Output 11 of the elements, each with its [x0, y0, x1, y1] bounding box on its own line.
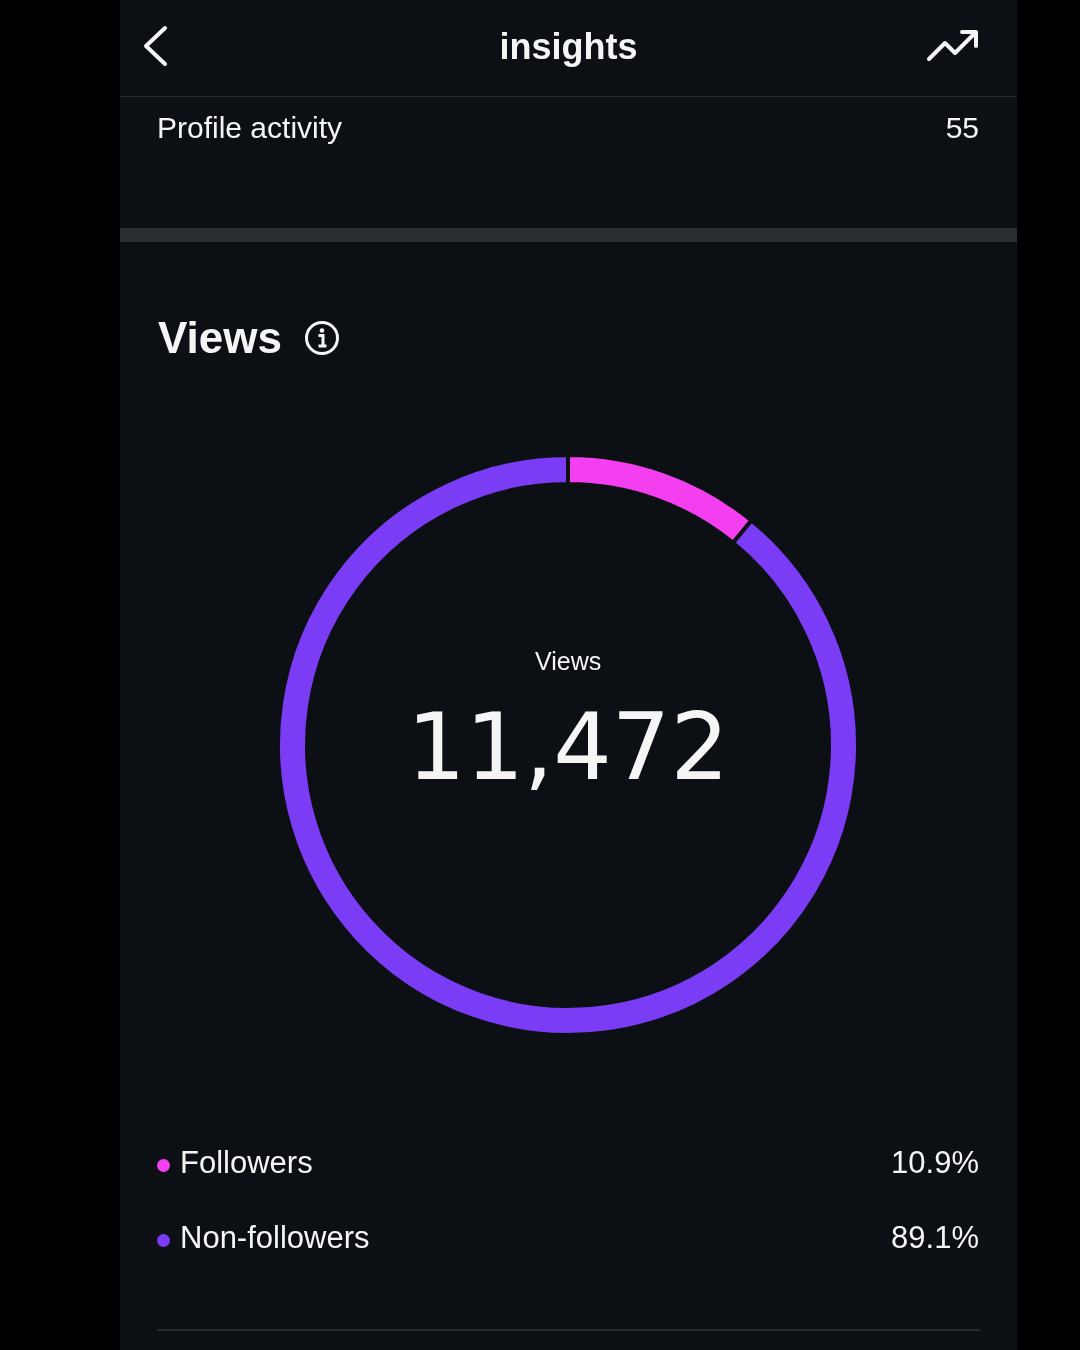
- legend-label: Non-followers: [180, 1220, 370, 1256]
- chart-subtitle: Views: [158, 313, 282, 363]
- text: Profile activity: [157, 111, 343, 145]
- data-label: 89.1%: [891, 1220, 979, 1256]
- legend-label: Followers: [180, 1145, 313, 1181]
- text: 11,472: [407, 694, 729, 801]
- chart-title: insights: [498, 26, 639, 68]
- text: 55: [945, 111, 979, 145]
- donut-slice: [278, 455, 858, 1035]
- data-label: 10.9%: [891, 1145, 979, 1181]
- text: Views: [535, 647, 602, 675]
